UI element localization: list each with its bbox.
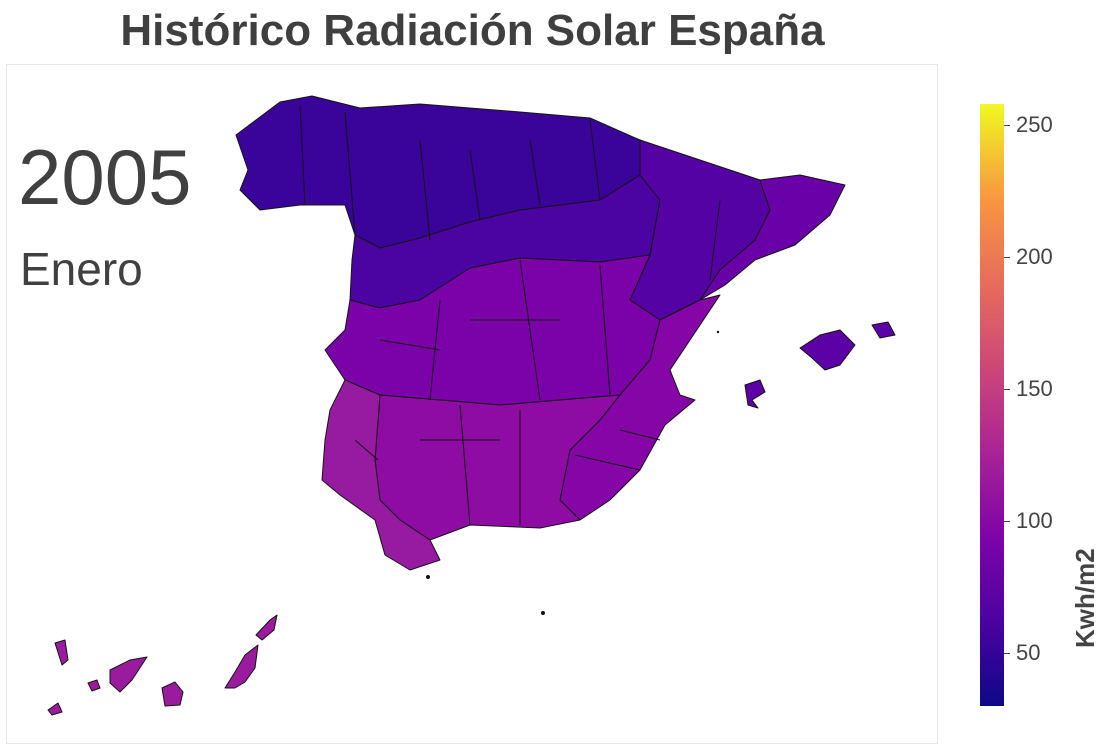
spain-map (47, 95, 896, 716)
island-lanzarote[interactable] (255, 614, 278, 641)
colorbar-tick-label: 100 (1016, 508, 1053, 534)
colorbar-title: Kwh/m2 (1070, 548, 1100, 648)
colorbar-tick-label: 150 (1016, 376, 1053, 402)
colorbar-tick (1004, 389, 1010, 391)
colorbar-tick-label: 200 (1016, 244, 1053, 270)
colorbar (980, 104, 1004, 706)
region-catalonia[interactable] (699, 174, 846, 301)
colorbar-tick (1004, 653, 1010, 655)
island-la-gomera[interactable] (87, 679, 101, 692)
island-tenerife[interactable] (109, 656, 148, 693)
month-label: Enero (20, 243, 143, 295)
year-label: 2005 (18, 133, 192, 221)
islet-columbretes (716, 330, 720, 334)
region-southwest[interactable] (321, 379, 441, 571)
island-mallorca[interactable] (799, 329, 856, 371)
islet-alboran (541, 611, 545, 615)
island-fuerteventura[interactable] (224, 644, 259, 689)
island-menorca[interactable] (871, 321, 896, 339)
map-frame (6, 64, 938, 744)
island-gran-canaria[interactable] (161, 681, 184, 707)
map-title: Histórico Radiación Solar España (120, 6, 825, 55)
islet-ceuta (426, 575, 430, 579)
colorbar-tick (1004, 125, 1010, 127)
colorbar-tick (1004, 521, 1010, 523)
colorbar-tick-label: 50 (1016, 640, 1041, 666)
island-ibiza[interactable] (744, 379, 766, 409)
region-east[interactable] (559, 294, 721, 521)
island-la-palma[interactable] (54, 639, 69, 666)
colorbar-tick-label: 250 (1016, 112, 1053, 138)
colorbar-tick (1004, 257, 1010, 259)
province-borders (299, 104, 721, 526)
island-el-hierro[interactable] (47, 702, 63, 716)
